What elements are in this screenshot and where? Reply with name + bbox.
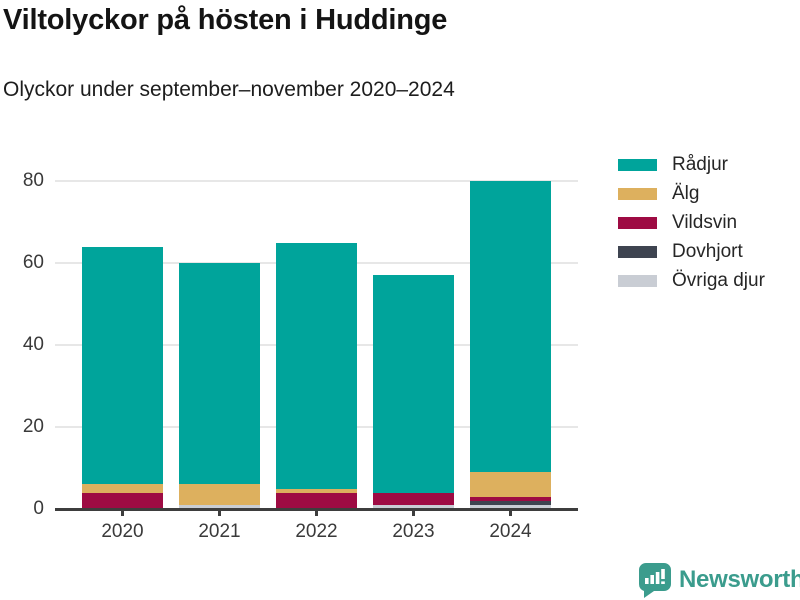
x-axis-tick-2024 <box>509 510 512 516</box>
bar-2024-Älg <box>470 472 551 497</box>
chart-subtitle: Olyckor under september–november 2020–20… <box>3 78 455 101</box>
bar-2022-Rådjur <box>276 242 357 489</box>
newsworthy-logo-icon <box>638 563 671 598</box>
bar-2023-Rådjur <box>373 275 454 493</box>
x-axis-label-2022: 2022 <box>295 521 338 542</box>
legend-label: Rådjur <box>672 153 728 175</box>
x-axis-label-2024: 2024 <box>489 521 532 542</box>
x-axis-tick-2023 <box>412 510 415 516</box>
legend-swatch <box>618 274 657 287</box>
legend-item-Älg: Älg <box>618 179 765 208</box>
legend-label: Älg <box>672 182 700 204</box>
y-axis-label-60: 60 <box>22 252 44 273</box>
chart-title: Viltolyckor på hösten i Huddinge <box>3 4 448 36</box>
bar-2022-Vildsvin <box>276 492 357 509</box>
newsworthy-logo-text: Newsworthy <box>679 565 800 593</box>
chart-legend: Rådjur Älg Vildsvin Dovhjort Övriga djur <box>618 150 765 295</box>
y-axis-label-0: 0 <box>33 498 44 519</box>
y-axis-label-80: 80 <box>22 170 44 191</box>
y-axis-label-40: 40 <box>22 334 44 355</box>
bar-2021-Övriga djur <box>179 504 260 509</box>
gridline-80 <box>55 180 578 182</box>
bar-2024-Rådjur <box>470 181 551 473</box>
legend-label: Dovhjort <box>672 240 743 262</box>
bar-2021-Älg <box>179 484 260 505</box>
bar-2020-Vildsvin <box>82 492 163 509</box>
newsworthy-logo[interactable]: Newsworthy <box>637 561 800 598</box>
legend-item-Rådjur: Rådjur <box>618 150 765 179</box>
y-axis-label-20: 20 <box>22 416 44 437</box>
bar-2022-Älg <box>276 488 357 493</box>
x-axis-tick-2021 <box>218 510 221 516</box>
bar-2024-Dovhjort <box>470 500 551 505</box>
bar-2023-Vildsvin <box>373 492 454 505</box>
legend-label: Övriga djur <box>672 269 765 291</box>
bar-2020-Rådjur <box>82 246 163 485</box>
x-axis-tick-2022 <box>315 510 318 516</box>
bar-2024-Övriga djur <box>470 504 551 509</box>
x-axis-label-2023: 2023 <box>392 521 435 542</box>
bar-2023-Övriga djur <box>373 504 454 509</box>
legend-swatch <box>618 245 657 258</box>
legend-item-Dovhjort: Dovhjort <box>618 237 765 266</box>
x-axis-label-2020: 2020 <box>101 521 144 542</box>
legend-item-Vildsvin: Vildsvin <box>618 208 765 237</box>
x-axis-label-2021: 2021 <box>198 521 241 542</box>
x-axis-tick-2020 <box>121 510 124 516</box>
legend-swatch <box>618 187 657 200</box>
bar-2020-Älg <box>82 484 163 493</box>
legend-label: Vildsvin <box>672 211 738 233</box>
legend-swatch <box>618 158 657 171</box>
bar-2021-Rådjur <box>179 263 260 485</box>
x-axis-line <box>55 507 578 511</box>
bar-2024-Vildsvin <box>470 496 551 501</box>
legend-swatch <box>618 216 657 229</box>
legend-item-Övriga djur: Övriga djur <box>618 266 765 295</box>
